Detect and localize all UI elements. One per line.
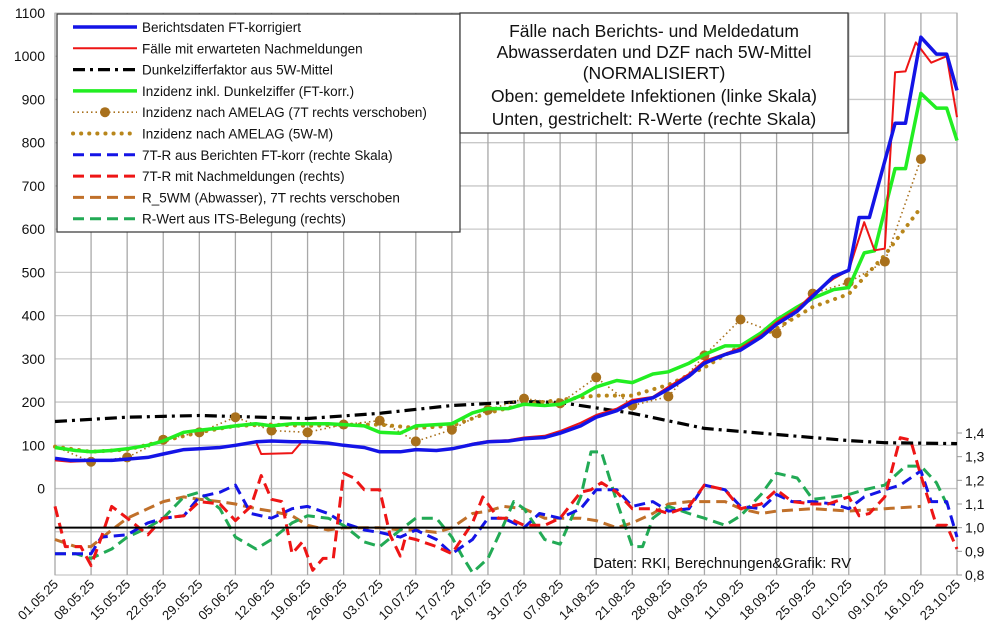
amelag-marker xyxy=(591,372,602,383)
series-line-0 xyxy=(54,35,959,463)
y-left-tick-label: 600 xyxy=(22,221,46,237)
legend-label: 7T-R aus Berichten FT-korr (rechte Skala… xyxy=(142,148,393,163)
legend-label: R-Wert aus ITS-Belegung (rechts) xyxy=(142,212,346,227)
series-line-3 xyxy=(54,91,959,454)
legend-label: R_5WM (Abwasser), 7T rechts verschoben xyxy=(142,190,400,205)
title-frame xyxy=(459,12,849,134)
title-box: Fälle nach Berichts- und Meldedatum Abwa… xyxy=(459,12,849,134)
y-right-tick-label: 1,2 xyxy=(965,472,985,488)
legend-label: Inzidenz inkl. Dunkelziffer (FT-korr.) xyxy=(142,84,354,99)
series-line-2 xyxy=(54,400,958,446)
y-right-tick-label: 0,8 xyxy=(965,567,985,583)
legend-label: 7T-R mit Nachmeldungen (rechts) xyxy=(142,169,345,184)
y-right-tick-label: 1,1 xyxy=(965,496,985,512)
y-left-tick-label: 800 xyxy=(22,135,46,151)
title-line-1: Fälle nach Berichts- und Meldedatum xyxy=(509,21,799,41)
legend-box xyxy=(56,13,461,233)
amelag-marker xyxy=(915,154,926,165)
amelag-marker xyxy=(266,425,277,436)
amelag-marker xyxy=(879,256,890,267)
legend-marker xyxy=(100,107,110,118)
title-line-4: Oben: gemeldete Infektionen (linke Skala… xyxy=(491,86,817,106)
amelag-marker xyxy=(446,424,457,435)
y-left-tick-label: 1100 xyxy=(15,5,45,21)
y-right-tick-label: 1,0 xyxy=(965,520,985,536)
y-left-tick-label: 100 xyxy=(22,437,46,453)
amelag-marker xyxy=(519,393,530,404)
title-line-2: Abwasserdaten und DZF nach 5W-Mittel xyxy=(497,42,812,62)
legend-label: Inzidenz nach AMELAG (5W-M) xyxy=(142,127,333,142)
amelag-marker xyxy=(374,415,385,426)
series-line-9 xyxy=(55,450,949,575)
title-line-3: (NORMALISIERT) xyxy=(583,63,726,83)
legend-label: Inzidenz nach AMELAG (7T rechts verschob… xyxy=(142,105,427,120)
y-left-tick-label: 900 xyxy=(22,91,46,107)
y-left-tick-label: 400 xyxy=(22,308,46,324)
y-right-tick-label: 0,9 xyxy=(965,543,985,559)
legend: Berichtsdaten FT-korrigiert Fälle mit erw… xyxy=(56,13,461,233)
series-layer xyxy=(53,35,959,575)
y-left-tick-label: 300 xyxy=(22,351,46,367)
y-left-tick-label: 0 xyxy=(37,481,45,497)
amelag-marker xyxy=(771,328,782,339)
legend-label: Berichtsdaten FT-korrigiert xyxy=(142,20,301,35)
amelag-marker xyxy=(735,314,746,325)
series-line-7 xyxy=(53,436,959,572)
x-tick-label: 04.09.25 xyxy=(664,577,710,623)
y-left-tick-label: 200 xyxy=(22,394,46,410)
footnote: Daten: RKI, Berechnungen&Grafik: RV xyxy=(593,555,851,572)
y-left-tick-label: 700 xyxy=(22,178,46,194)
y-right-tick-label: 1,4 xyxy=(965,425,985,441)
amelag-marker xyxy=(302,427,313,438)
title-line-5: Unten, gestrichelt: R-Werte (rechte Skal… xyxy=(492,109,817,129)
y-left-tick-label: 1000 xyxy=(14,48,45,64)
y-right-tick-label: 1,3 xyxy=(965,449,985,465)
x-tick-label: 23.10.25 xyxy=(917,577,963,623)
series-line-8 xyxy=(54,495,921,549)
legend-label: Fälle mit erwarteten Nachmeldungen xyxy=(142,41,363,56)
amelag-marker xyxy=(663,391,674,402)
amelag-marker xyxy=(230,412,241,423)
series-line-6 xyxy=(55,469,959,556)
legend-label: Dunkelzifferfaktor aus 5W-Mittel xyxy=(142,63,333,78)
amelag-marker xyxy=(410,436,421,447)
y-left-tick-label: 500 xyxy=(22,264,46,280)
